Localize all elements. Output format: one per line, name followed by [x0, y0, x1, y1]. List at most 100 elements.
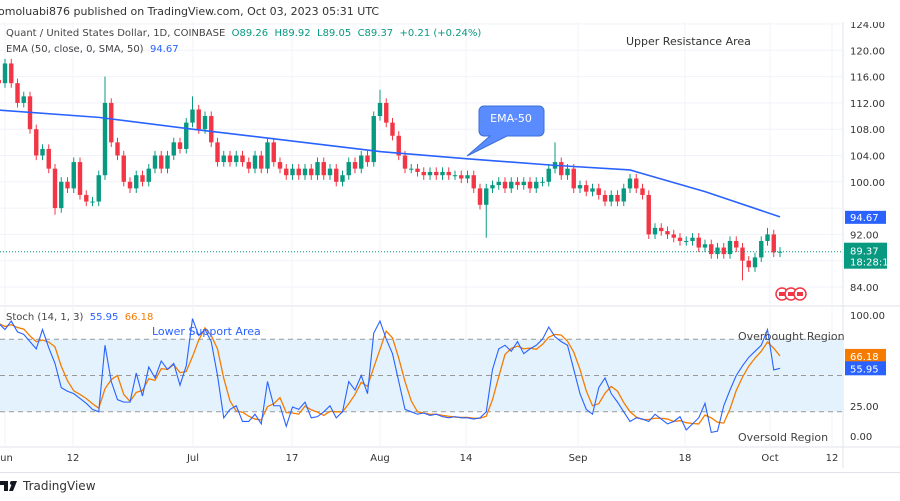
publish-header: omoluabi876 published on TradingView.com… — [0, 0, 900, 22]
candle-body — [152, 155, 158, 169]
change-value: +0.21 (+0.24%) — [399, 28, 482, 39]
candle — [46, 144, 51, 174]
candle-body — [359, 155, 364, 169]
candle — [177, 137, 183, 154]
candle-body — [115, 142, 120, 156]
candle-body — [284, 168, 289, 176]
candle — [702, 239, 708, 253]
candle — [165, 150, 170, 174]
candle — [327, 164, 333, 180]
candle — [340, 170, 345, 187]
candle — [490, 180, 495, 193]
ema-price-label: 94.67 — [850, 213, 879, 224]
ema-legend[interactable]: EMA (50, close, 0, SMA, 50) 94.67 — [6, 44, 179, 55]
candle — [646, 190, 651, 240]
candle — [427, 167, 433, 180]
price-tick-label: 120.00 — [850, 46, 885, 57]
candle — [484, 183, 489, 238]
tradingview-logo[interactable]: TradingView — [0, 479, 96, 493]
candle-body — [484, 188, 489, 205]
candle-body — [9, 63, 14, 84]
candle-body — [590, 188, 595, 192]
candle — [496, 177, 501, 190]
candle-body — [715, 247, 720, 255]
candle-body — [602, 194, 608, 202]
candle — [346, 157, 351, 180]
candle-body — [559, 162, 564, 176]
candle — [434, 167, 439, 180]
candle-body — [540, 181, 545, 183]
candle — [52, 164, 58, 215]
candle — [515, 177, 520, 190]
candle-body — [571, 168, 576, 189]
candle-body — [290, 168, 295, 176]
candle-body — [0, 79, 1, 84]
candle — [171, 137, 176, 161]
x-tick-label: 12 — [67, 453, 80, 464]
candle-body — [90, 201, 95, 203]
footer: TradingView — [0, 472, 900, 501]
ema-label: EMA (50, close, 0, SMA, 50) — [6, 44, 144, 55]
stoch-d-line — [0, 323, 781, 425]
candle — [634, 173, 639, 193]
candle-body — [521, 181, 526, 186]
candle — [377, 89, 383, 121]
candle-body — [502, 181, 508, 189]
candle — [84, 190, 89, 207]
price-tick-label: 104.00 — [850, 152, 885, 163]
candle — [290, 164, 295, 180]
candle-body — [109, 102, 114, 143]
candle — [359, 150, 364, 174]
stoch-d-tag — [845, 348, 886, 363]
candle — [421, 167, 426, 180]
candle-body — [677, 237, 683, 241]
candle-body — [390, 122, 395, 136]
candle-body — [46, 148, 51, 169]
candle-body — [371, 116, 376, 163]
candle-body — [471, 175, 476, 189]
candle-body — [271, 142, 276, 163]
candle-body — [627, 178, 633, 189]
candle-body — [15, 83, 20, 103]
candle-body — [277, 162, 283, 169]
candle — [265, 137, 270, 174]
stoch-tick-label: 0.00 — [850, 432, 872, 443]
candle-body — [727, 240, 733, 255]
candle — [227, 150, 233, 167]
candle-body — [202, 116, 208, 130]
brand-name: TradingView — [23, 479, 96, 493]
candle-body — [609, 194, 614, 202]
candle — [771, 229, 776, 258]
candle — [627, 173, 633, 193]
candle — [59, 177, 64, 213]
flag-mark — [797, 292, 803, 296]
candle-body — [134, 175, 139, 189]
candle-body — [209, 116, 214, 143]
candle-body — [490, 185, 495, 189]
countdown-label: 18:28:16 — [850, 258, 895, 269]
x-tick-label: Aug — [370, 453, 390, 464]
candle — [590, 183, 595, 197]
candle-body — [421, 171, 426, 176]
candle-body — [71, 162, 76, 189]
candle-body — [52, 168, 58, 209]
candle-body — [384, 102, 389, 123]
candle — [152, 150, 158, 174]
stoch-legend[interactable]: Stoch (14, 1, 3) 55.95 66.18 — [6, 312, 153, 323]
candle-body — [40, 148, 45, 156]
candle — [0, 79, 1, 84]
candle — [40, 144, 45, 161]
candle — [527, 177, 533, 193]
candle-body — [671, 234, 676, 238]
chart-canvas[interactable]: Jun 12 Jul 17 Aug 14 Sep 18 Oct 12 84.00 92.00 100.0… — [0, 22, 900, 472]
high-value: H89.92 — [274, 28, 311, 39]
candle — [615, 190, 620, 207]
candle — [90, 196, 95, 207]
last-price-tag — [844, 242, 887, 269]
candle-body — [565, 168, 570, 176]
candle-body — [415, 168, 420, 172]
x-tick-label: 12 — [826, 453, 839, 464]
candle-body — [96, 175, 101, 202]
candle-body — [752, 257, 758, 268]
stoch-k-line — [0, 318, 781, 434]
